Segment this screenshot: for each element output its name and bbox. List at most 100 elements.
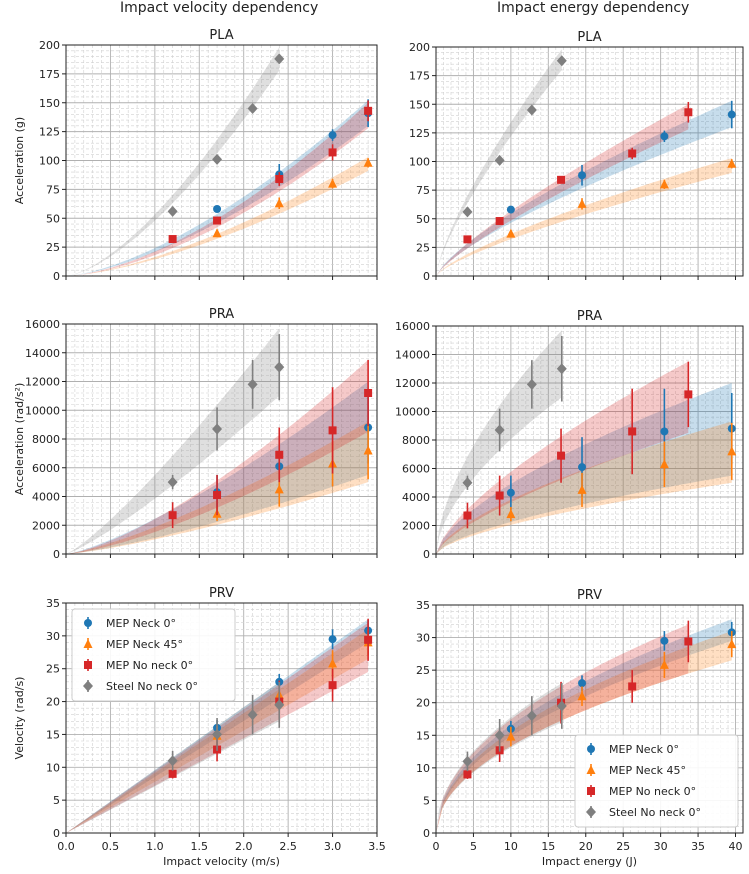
y-tick-label: 0 xyxy=(53,270,60,283)
chart-pla-energy: 0 25 50 75 100 125 150 175 200 PLA xyxy=(409,30,744,283)
data-point xyxy=(167,476,178,488)
data-point xyxy=(660,132,669,141)
x-tick-label: 0 xyxy=(433,840,440,853)
y-tick-label: 25 xyxy=(46,241,60,254)
band-mep-neck-0 xyxy=(436,100,732,276)
y-tick-label: 35 xyxy=(46,597,60,610)
chart-prv-velocity: 0 5 10 15 20 25 30 35 0.0 0.5 1.0 1.5 2.0 2.5 3.0 3.5 PR… xyxy=(13,586,386,868)
data-point xyxy=(212,423,223,435)
y-tick-label: 16000 xyxy=(25,318,60,331)
y-tick-label: 25 xyxy=(416,241,430,254)
data-point xyxy=(212,728,223,740)
series-mep-neck-45 xyxy=(506,158,737,238)
band-mep-neck-45 xyxy=(436,421,732,554)
axes-frame xyxy=(65,602,378,834)
data-point xyxy=(526,104,537,116)
chart-pra-velocity: 0 2000 4000 6000 8000 10000 12000 14000 16000 PRA… xyxy=(13,307,378,561)
chart-title: PRA xyxy=(577,309,602,324)
y-tick-label: 200 xyxy=(409,41,430,54)
x-tick-label: 5 xyxy=(470,840,477,853)
y-tick-label: 5 xyxy=(53,794,60,807)
y-tick-label: 16000 xyxy=(395,320,430,333)
y-tick-label: 30 xyxy=(46,630,60,643)
y-tick-label: 125 xyxy=(409,127,430,140)
data-point xyxy=(577,691,587,701)
series-mep-no-neck-0 xyxy=(168,359,373,529)
y-tick-label: 100 xyxy=(409,156,430,169)
legend-marker xyxy=(587,745,595,753)
series-mep-neck-0 xyxy=(506,100,736,214)
series-mep-neck-45 xyxy=(506,631,737,747)
y-tick-label: 10 xyxy=(416,762,430,775)
y-tick-label: 175 xyxy=(409,70,430,83)
y-tick-label: 15 xyxy=(416,729,430,742)
data-point xyxy=(557,451,566,460)
data-point xyxy=(168,235,177,244)
data-point xyxy=(364,389,373,397)
data-point xyxy=(167,755,178,767)
chart-prv-energy: 0 5 10 15 20 25 30 35 0 5 10 15 20 25 30 35 40 PRV Impact … xyxy=(416,588,744,868)
data-point xyxy=(364,635,373,644)
x-tick-label: 30 xyxy=(654,840,668,853)
data-point xyxy=(727,446,737,456)
band-mep-no-neck-0 xyxy=(436,104,689,276)
y-tick-label: 10 xyxy=(46,761,60,774)
chart-title: PRA xyxy=(209,307,234,322)
left-column-title: Impact velocity dependency xyxy=(120,0,319,16)
data-point xyxy=(462,477,473,489)
data-point xyxy=(526,378,537,390)
y-tick-label: 8000 xyxy=(32,433,60,446)
data-point xyxy=(577,484,587,494)
data-point xyxy=(213,216,222,225)
data-point xyxy=(363,157,373,167)
data-point xyxy=(727,639,737,649)
data-point xyxy=(213,205,222,214)
y-tick-label: 2000 xyxy=(32,519,60,532)
chart-title: PRV xyxy=(209,586,234,601)
data-point xyxy=(213,491,222,500)
data-point xyxy=(275,450,284,459)
chart-pra-energy: 0 2000 4000 6000 8000 10000 12000 14000 16000 PRA xyxy=(395,309,744,561)
band-mep-neck-45 xyxy=(66,421,369,554)
data-point xyxy=(727,110,736,119)
y-tick-label: 14000 xyxy=(25,347,60,360)
data-point xyxy=(462,206,473,218)
band-mep-no-neck-0 xyxy=(436,624,689,833)
data-point xyxy=(659,179,669,189)
chart-pla-velocity: 0 25 50 75 100 125 150 175 200 PLA Acceleration (g… xyxy=(13,28,378,283)
y-tick-label: 10000 xyxy=(25,404,60,417)
data-point xyxy=(328,426,337,435)
y-tick-label: 6000 xyxy=(32,462,60,475)
y-tick-label: 75 xyxy=(46,183,60,196)
band-mep-neck-0 xyxy=(66,619,369,833)
y-tick-label: 25 xyxy=(416,664,430,677)
data-point xyxy=(506,205,515,214)
legend: MEP Neck 0° MEP Neck 45° MEP No neck 0° Ste… xyxy=(71,608,236,702)
data-point xyxy=(556,700,567,712)
legend-marker xyxy=(586,806,596,818)
band-mep-neck-45 xyxy=(436,158,732,276)
data-point xyxy=(247,709,258,721)
series-mep-neck-45 xyxy=(506,422,737,522)
y-tick-label: 75 xyxy=(416,184,430,197)
legend-label: MEP No neck 0° xyxy=(609,785,696,798)
series-steel-no-neck-0 xyxy=(167,681,285,771)
data-point xyxy=(628,682,637,691)
y-tick-label: 100 xyxy=(39,155,60,168)
data-point xyxy=(363,445,373,455)
x-tick-label: 2.0 xyxy=(235,840,253,853)
x-tick-label: 10 xyxy=(504,840,518,853)
series-steel-no-neck-0 xyxy=(462,55,567,218)
data-point xyxy=(463,511,472,520)
data-point xyxy=(274,484,284,494)
data-point xyxy=(274,53,285,65)
data-point xyxy=(168,511,177,520)
y-tick-label: 10000 xyxy=(395,406,430,419)
data-point xyxy=(577,198,587,208)
legend-label: Steel No neck 0° xyxy=(609,806,701,819)
y-tick-label: 20 xyxy=(46,696,60,709)
data-point xyxy=(494,424,505,436)
y-tick-label: 50 xyxy=(46,212,60,225)
chart-title: PLA xyxy=(209,28,233,43)
y-tick-label: 4000 xyxy=(32,491,60,504)
